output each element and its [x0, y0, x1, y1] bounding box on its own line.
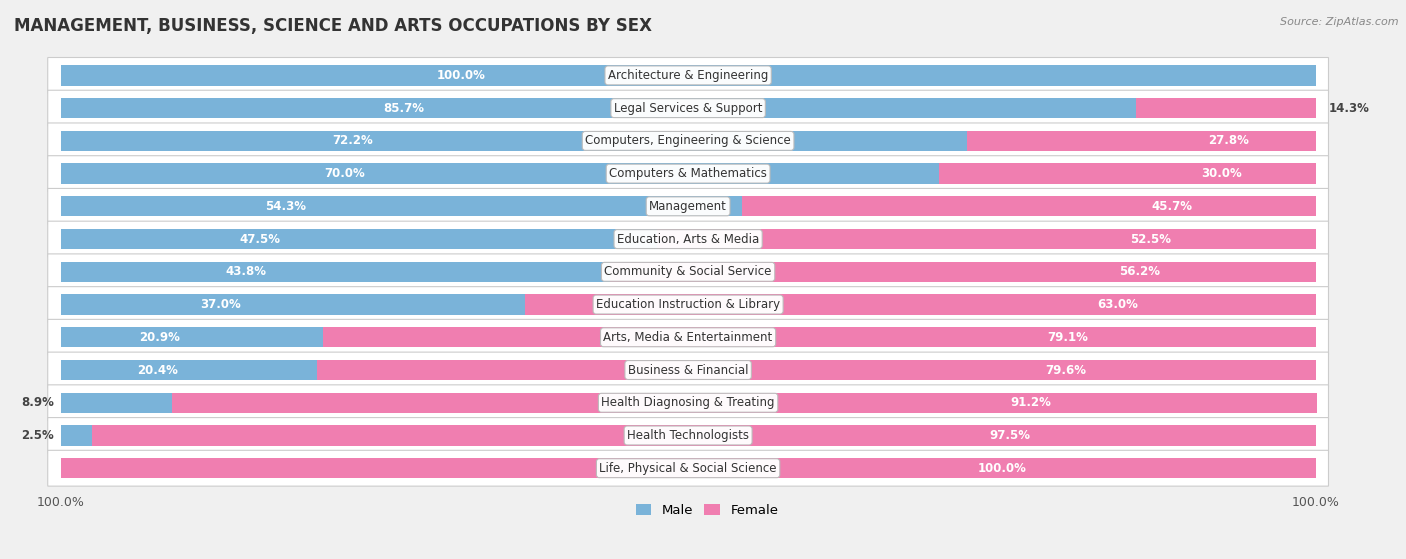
- Bar: [60, 295, 524, 315]
- Bar: [60, 327, 323, 348]
- Text: 47.5%: 47.5%: [239, 233, 280, 245]
- Text: Life, Physical & Social Science: Life, Physical & Social Science: [599, 462, 778, 475]
- Text: 72.2%: 72.2%: [332, 134, 373, 148]
- Bar: [60, 425, 91, 446]
- Text: 20.4%: 20.4%: [138, 363, 179, 377]
- Text: 43.8%: 43.8%: [225, 266, 267, 278]
- Bar: [60, 196, 742, 216]
- FancyBboxPatch shape: [48, 287, 1329, 323]
- FancyBboxPatch shape: [48, 385, 1329, 421]
- FancyBboxPatch shape: [48, 352, 1329, 388]
- Text: 97.5%: 97.5%: [990, 429, 1031, 442]
- Bar: [60, 65, 1316, 86]
- Bar: [316, 360, 1316, 380]
- FancyBboxPatch shape: [48, 188, 1329, 224]
- Text: 100.0%: 100.0%: [437, 69, 486, 82]
- Text: Business & Financial: Business & Financial: [628, 363, 748, 377]
- Text: 2.5%: 2.5%: [21, 429, 55, 442]
- Text: Management: Management: [650, 200, 727, 213]
- Text: 8.9%: 8.9%: [21, 396, 55, 409]
- Text: Architecture & Engineering: Architecture & Engineering: [607, 69, 768, 82]
- FancyBboxPatch shape: [48, 319, 1329, 355]
- Bar: [60, 98, 1136, 119]
- Text: Community & Social Service: Community & Social Service: [605, 266, 772, 278]
- Bar: [60, 458, 1316, 479]
- Text: Health Diagnosing & Treating: Health Diagnosing & Treating: [602, 396, 775, 409]
- FancyBboxPatch shape: [48, 418, 1329, 453]
- Text: 45.7%: 45.7%: [1152, 200, 1192, 213]
- Bar: [173, 392, 1317, 413]
- Text: 85.7%: 85.7%: [384, 102, 425, 115]
- Bar: [610, 262, 1316, 282]
- FancyBboxPatch shape: [48, 156, 1329, 192]
- Bar: [60, 262, 610, 282]
- Bar: [1136, 98, 1316, 119]
- FancyBboxPatch shape: [48, 254, 1329, 290]
- Text: 54.3%: 54.3%: [264, 200, 307, 213]
- FancyBboxPatch shape: [48, 58, 1329, 93]
- Bar: [967, 131, 1316, 151]
- Text: 27.8%: 27.8%: [1208, 134, 1249, 148]
- Text: 52.5%: 52.5%: [1130, 233, 1171, 245]
- Text: 91.2%: 91.2%: [1011, 396, 1052, 409]
- Text: Computers & Mathematics: Computers & Mathematics: [609, 167, 768, 180]
- Text: Computers, Engineering & Science: Computers, Engineering & Science: [585, 134, 792, 148]
- Text: 30.0%: 30.0%: [1201, 167, 1241, 180]
- Text: 20.9%: 20.9%: [139, 331, 180, 344]
- Text: 79.6%: 79.6%: [1046, 363, 1087, 377]
- Bar: [323, 327, 1316, 348]
- Text: 37.0%: 37.0%: [200, 298, 240, 311]
- Text: 100.0%: 100.0%: [977, 462, 1026, 475]
- Legend: Male, Female: Male, Female: [630, 499, 783, 522]
- FancyBboxPatch shape: [48, 123, 1329, 159]
- Text: Education, Arts & Media: Education, Arts & Media: [617, 233, 759, 245]
- Text: 14.3%: 14.3%: [1329, 102, 1369, 115]
- Text: 56.2%: 56.2%: [1119, 266, 1160, 278]
- Bar: [60, 360, 316, 380]
- Bar: [742, 196, 1316, 216]
- Text: Arts, Media & Entertainment: Arts, Media & Entertainment: [603, 331, 773, 344]
- Text: Health Technologists: Health Technologists: [627, 429, 749, 442]
- Bar: [524, 295, 1316, 315]
- Bar: [60, 229, 657, 249]
- Text: 79.1%: 79.1%: [1047, 331, 1088, 344]
- Text: Legal Services & Support: Legal Services & Support: [614, 102, 762, 115]
- Bar: [60, 392, 173, 413]
- Bar: [60, 163, 939, 184]
- Text: 70.0%: 70.0%: [325, 167, 366, 180]
- Text: Education Instruction & Library: Education Instruction & Library: [596, 298, 780, 311]
- Bar: [60, 131, 967, 151]
- Text: 63.0%: 63.0%: [1098, 298, 1139, 311]
- Bar: [939, 163, 1316, 184]
- FancyBboxPatch shape: [48, 221, 1329, 257]
- FancyBboxPatch shape: [48, 90, 1329, 126]
- Text: MANAGEMENT, BUSINESS, SCIENCE AND ARTS OCCUPATIONS BY SEX: MANAGEMENT, BUSINESS, SCIENCE AND ARTS O…: [14, 17, 652, 35]
- FancyBboxPatch shape: [48, 451, 1329, 486]
- Bar: [657, 229, 1316, 249]
- Bar: [91, 425, 1316, 446]
- Text: Source: ZipAtlas.com: Source: ZipAtlas.com: [1281, 17, 1399, 27]
